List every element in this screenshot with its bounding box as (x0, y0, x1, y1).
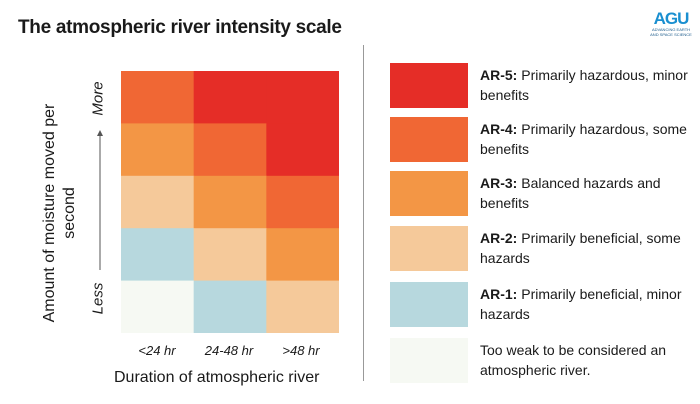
heatmap-cell-AR-1 (121, 228, 195, 282)
x-tick: <24 hr (138, 343, 176, 358)
arrow-up-icon (97, 130, 103, 270)
legend-description: Primarily beneficial, minor hazards (480, 286, 682, 322)
heatmap-cell-AR-4 (266, 175, 339, 229)
heatmap-cell-AR-3 (193, 175, 267, 229)
legend-description: Primarily hazardous, minor benefits (480, 67, 688, 103)
heatmap-cell-weak (121, 280, 195, 333)
heatmap-cell-AR-3 (121, 123, 195, 177)
legend-swatch (390, 117, 468, 162)
legend-swatch (390, 282, 468, 327)
heatmap-cell-AR-3 (266, 228, 339, 282)
heatmap (121, 71, 339, 333)
legend-swatch (390, 226, 468, 271)
agu-logo: AGU ADVANCING EARTH AND SPACE SCIENCE (646, 10, 696, 37)
x-tick: 24-48 hr (204, 343, 254, 358)
legend-item-AR-4: AR-4: Primarily hazardous, some benefits (390, 117, 690, 162)
heatmap-cell-AR-4 (121, 71, 195, 124)
legend-item-weak: Too weak to be considered an atmospheric… (390, 338, 690, 383)
legend-description: Balanced hazards and benefits (480, 175, 661, 211)
legend-text: AR-4: Primarily hazardous, some benefits (480, 119, 695, 159)
legend-description: Primarily beneficial, some hazards (480, 230, 681, 266)
legend-level: AR-5: (480, 67, 518, 83)
legend-level: AR-4: (480, 121, 518, 137)
logo-tagline: ADVANCING EARTH (651, 27, 691, 32)
legend-level: AR-3: (480, 175, 518, 191)
logo-text: AGU (653, 9, 690, 28)
heatmap-cell-AR-2 (193, 228, 267, 282)
heatmap-cell-AR-2 (121, 175, 195, 229)
legend-item-AR-3: AR-3: Balanced hazards and benefits (390, 171, 690, 216)
legend-text: Too weak to be considered an atmospheric… (480, 340, 695, 380)
legend-text: AR-2: Primarily beneficial, some hazards (480, 228, 695, 268)
legend-item-AR-2: AR-2: Primarily beneficial, some hazards (390, 226, 690, 271)
legend-item-AR-5: AR-5: Primarily hazardous, minor benefit… (390, 63, 690, 108)
heatmap-cell-AR-5 (266, 123, 339, 177)
y-axis-label: Amount of moisture moved per second (41, 103, 78, 323)
divider (363, 45, 364, 381)
heatmap-cell-AR-5 (266, 71, 339, 124)
heatmap-cell-AR-1 (193, 280, 267, 333)
legend-level: AR-1: (480, 286, 518, 302)
heatmap-cell-AR-4 (193, 123, 267, 177)
legend-description: Primarily hazardous, some benefits (480, 121, 687, 157)
legend-text: AR-1: Primarily beneficial, minor hazard… (480, 284, 695, 324)
legend-text: AR-5: Primarily hazardous, minor benefit… (480, 65, 695, 105)
legend-swatch (390, 63, 468, 108)
x-tick: >48 hr (282, 343, 320, 358)
heatmap-cell-AR-2 (266, 280, 339, 333)
legend-text: AR-3: Balanced hazards and benefits (480, 173, 695, 213)
heatmap-cell-AR-5 (193, 71, 267, 124)
legend-description: Too weak to be considered an atmospheric… (480, 342, 667, 378)
x-axis-label: Duration of atmospheric river (114, 369, 320, 386)
legend-swatch (390, 338, 468, 383)
chart-title: The atmospheric river intensity scale (18, 17, 342, 38)
y-high-label: More (89, 81, 107, 116)
y-low-label: Less (89, 282, 107, 315)
logo-tagline: AND SPACE SCIENCE (650, 32, 692, 37)
legend-item-AR-1: AR-1: Primarily beneficial, minor hazard… (390, 282, 690, 327)
legend-level: AR-2: (480, 230, 518, 246)
legend-swatch (390, 171, 468, 216)
